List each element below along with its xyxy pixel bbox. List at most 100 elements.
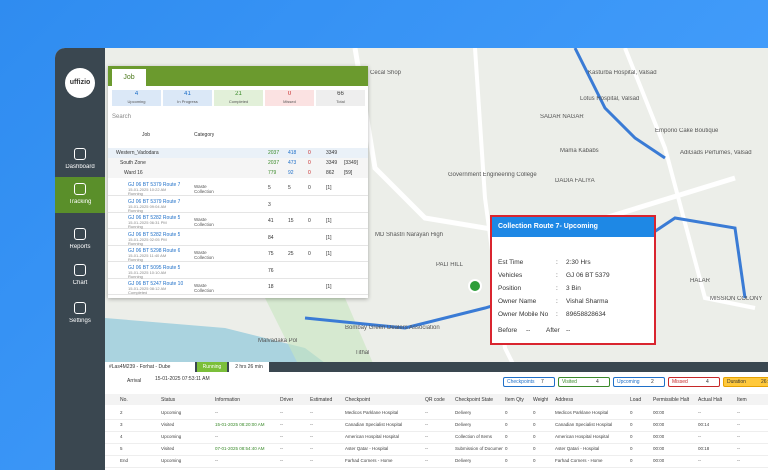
nav-item[interactable]: Settings: [55, 296, 105, 332]
cell: 0: [533, 410, 536, 415]
cell: 0: [630, 434, 633, 439]
info-popup: Collection Route 7- Upcoming Before -- A…: [490, 215, 656, 345]
cell: --: [698, 458, 701, 463]
cell: Upcoming: [161, 458, 182, 463]
job-name[interactable]: GJ 06 BT 5282 Route 5: [128, 231, 181, 238]
job-value: 5: [288, 185, 291, 191]
chip-label: Upcoming: [617, 379, 640, 385]
job-category: Waste Collection: [194, 217, 214, 227]
row-sep: [105, 443, 768, 444]
job-time: 15-01-2025 08:12 AM: [128, 286, 167, 291]
row-sep: [108, 228, 368, 229]
row-sep: [105, 419, 768, 420]
stat-label: Completed: [228, 99, 249, 104]
chip[interactable]: [613, 377, 665, 387]
cell: Canadian Specialist Hospital: [555, 422, 613, 427]
nav-item[interactable]: Reports: [55, 222, 105, 258]
bottom-panel: #Las4M239 - Forhat - Dube Running 2 hrs …: [105, 362, 768, 470]
job-name[interactable]: GJ 06 BT 5298 Route 6: [128, 248, 181, 254]
group-value: 862: [326, 170, 335, 176]
group-name: Ward 16: [124, 170, 143, 176]
column-header: Item: [737, 397, 747, 403]
field-value: GJ 06 BT 5379: [566, 272, 610, 279]
nav-item[interactable]: Tracking: [55, 177, 105, 213]
cell: 00:18: [698, 446, 710, 451]
job-name[interactable]: GJ 06 BT 5282 Route 5: [128, 215, 181, 221]
row-sep: [105, 431, 768, 432]
job-name[interactable]: GJ 06 BT 5379 Route 7: [128, 198, 181, 205]
row-sep: [108, 195, 368, 196]
nav-icon: [74, 302, 86, 314]
nav-item[interactable]: Chart: [55, 258, 105, 294]
group-value: 2037: [268, 150, 280, 156]
chip[interactable]: [668, 377, 720, 387]
job-name[interactable]: GJ 06 BT 5095 Route 5: [128, 264, 181, 271]
chip[interactable]: [503, 377, 555, 387]
cell: --: [310, 458, 313, 463]
group-value: 0: [308, 170, 311, 176]
cell: 0: [630, 458, 633, 463]
map-label: MD Shastri Narayan High: [375, 232, 444, 238]
field-colon: :: [556, 311, 558, 318]
cell: --: [215, 410, 218, 415]
row-sep: [105, 455, 768, 456]
cell: --: [310, 422, 313, 427]
job-name[interactable]: GJ 06 BT 5379 Route 7: [128, 182, 181, 188]
nav-icon: [74, 148, 86, 160]
nav-icon: [74, 228, 86, 240]
group-value: 92: [288, 170, 294, 176]
job-status: Running: [128, 257, 143, 262]
job-value: 0: [308, 251, 311, 257]
cell: --: [737, 422, 740, 427]
stat-value: 0: [287, 91, 292, 97]
cell: 07-01-2025 08:54:40 AM: [215, 446, 265, 451]
job-category: Waste Collection: [194, 184, 214, 194]
nav-item[interactable]: Dashboard: [55, 142, 105, 178]
search-box[interactable]: Search: [112, 114, 132, 120]
chip[interactable]: [558, 377, 610, 387]
chip[interactable]: [723, 377, 768, 387]
cell: 0: [505, 422, 508, 427]
stat-card[interactable]: 21 Completed: [214, 90, 263, 106]
stat-card[interactable]: 4 Upcoming: [112, 90, 161, 106]
cell: End: [120, 458, 129, 463]
cell: Visited: [161, 446, 175, 451]
stat-label: Upcoming: [127, 99, 146, 104]
group-row[interactable]: [108, 168, 368, 178]
cell: Upcoming: [161, 434, 182, 439]
group-row[interactable]: [108, 148, 368, 158]
map-label: Tithal: [355, 350, 370, 356]
job-value: 84: [268, 234, 274, 241]
group-value: 418: [288, 150, 297, 156]
job-tab[interactable]: Job: [112, 69, 146, 86]
route-tab[interactable]: #Las4M239 - Forhat - Dube: [105, 362, 195, 372]
cell: American Hospital Hospital: [555, 434, 610, 439]
group-value: 3349: [326, 160, 338, 166]
stat-card[interactable]: 41 In Progress: [163, 90, 212, 106]
cell: 0: [505, 434, 508, 439]
cell: Upcoming: [161, 410, 182, 415]
column-header: Actual Halt: [698, 397, 723, 403]
stat-card[interactable]: 0 Missed: [265, 90, 314, 106]
job-time: 15-01-2025 06:31 PM: [128, 220, 167, 225]
column-header: Estimated: [310, 397, 333, 403]
stat-value: 4: [134, 91, 139, 97]
job-name[interactable]: GJ 06 BT 5247 Route 10: [128, 281, 184, 287]
cell: --: [425, 458, 428, 463]
field-colon: :: [556, 272, 558, 279]
field-value: 2:30 Hrs: [566, 259, 591, 266]
nav-label: Tracking: [68, 199, 92, 205]
cell: --: [737, 410, 740, 415]
chip-count: 26:11 Km: [761, 379, 768, 385]
stat-card[interactable]: 66 Total: [316, 90, 365, 106]
cell: --: [215, 458, 218, 463]
group-row[interactable]: [108, 158, 368, 168]
job-time: 15-01-2025 10:10 AM: [128, 269, 167, 275]
chip-label: Duration: [727, 379, 746, 385]
cell: 00:00: [653, 458, 665, 463]
job-value: 15: [288, 218, 294, 224]
cell: --: [280, 458, 283, 463]
group-value: 3349: [326, 150, 338, 156]
cell: 15-01-2025 08:20:00 AM: [215, 422, 265, 427]
job-value: 3: [268, 201, 271, 208]
